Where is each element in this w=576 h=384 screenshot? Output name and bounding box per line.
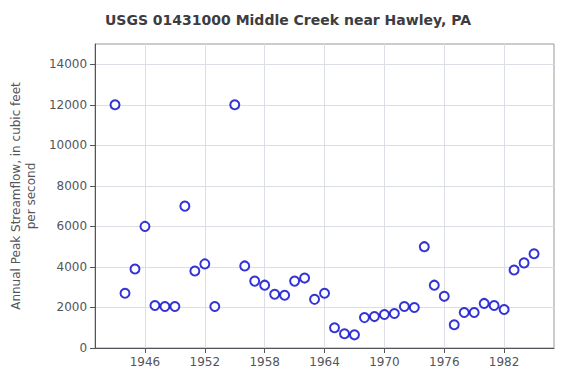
svg-text:1946: 1946 <box>130 355 161 369</box>
svg-text:0: 0 <box>79 341 87 355</box>
svg-text:4000: 4000 <box>57 260 88 274</box>
svg-text:8000: 8000 <box>57 179 88 193</box>
svg-text:10000: 10000 <box>49 138 87 152</box>
svg-text:1964: 1964 <box>309 355 340 369</box>
svg-text:6000: 6000 <box>57 219 88 233</box>
svg-text:1982: 1982 <box>489 355 520 369</box>
svg-text:2000: 2000 <box>57 300 88 314</box>
svg-text:1958: 1958 <box>249 355 280 369</box>
svg-text:Annual Peak Streamflow, in cub: Annual Peak Streamflow, in cubic feet <box>9 82 23 310</box>
svg-text:14000: 14000 <box>49 57 87 71</box>
svg-text:1976: 1976 <box>429 355 460 369</box>
svg-text:USGS 01431000 Middle Creek nea: USGS 01431000 Middle Creek near Hawley, … <box>105 12 471 28</box>
svg-text:12000: 12000 <box>49 98 87 112</box>
svg-text:1970: 1970 <box>369 355 400 369</box>
svg-text:per second: per second <box>24 163 38 230</box>
svg-text:1952: 1952 <box>190 355 221 369</box>
